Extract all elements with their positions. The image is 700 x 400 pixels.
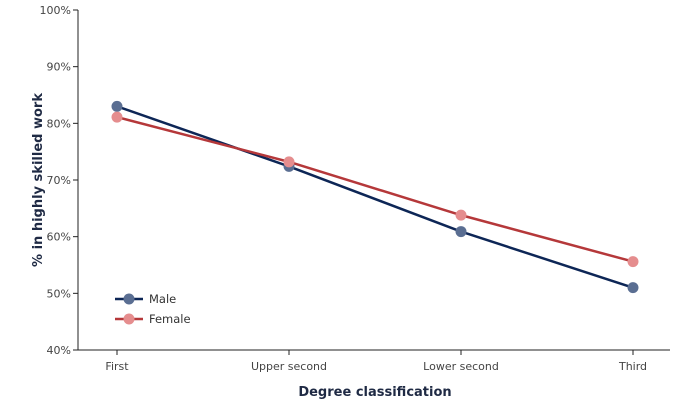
y-axis-title: % in highly skilled work bbox=[31, 93, 46, 267]
y-tick-label: 60% bbox=[47, 231, 71, 244]
y-tick-label: 40% bbox=[47, 344, 71, 357]
series-layer bbox=[111, 100, 639, 294]
legend: Male Female bbox=[115, 292, 191, 326]
x-tick-label: Lower second bbox=[423, 360, 499, 373]
y-tick-label: 100% bbox=[40, 4, 71, 17]
legend-item-male: Male bbox=[115, 292, 176, 306]
y-ticks: 40% 50% 60% 70% 80% 90% 100% bbox=[40, 4, 78, 357]
legend-label: Female bbox=[149, 312, 191, 326]
series-line-male bbox=[116, 105, 634, 289]
legend-item-female: Female bbox=[115, 312, 191, 326]
x-ticks: First Upper second Lower second Third bbox=[105, 350, 647, 373]
y-tick-label: 80% bbox=[47, 117, 71, 130]
data-point-male bbox=[111, 100, 123, 112]
data-point-female bbox=[111, 111, 123, 123]
y-tick-label: 90% bbox=[47, 61, 71, 74]
legend-marker-swatch bbox=[123, 293, 135, 305]
data-point-female bbox=[455, 209, 467, 221]
data-point-female bbox=[627, 256, 639, 268]
y-tick-label: 50% bbox=[47, 287, 71, 300]
data-point-male bbox=[455, 226, 467, 238]
legend-label: Male bbox=[149, 292, 176, 306]
y-tick-label: 70% bbox=[47, 174, 71, 187]
x-tick-label: Upper second bbox=[251, 360, 327, 373]
x-tick-label: First bbox=[105, 360, 129, 373]
data-point-female bbox=[283, 156, 295, 168]
x-axis-title: Degree classification bbox=[298, 385, 451, 400]
legend-marker-swatch bbox=[123, 313, 135, 325]
series-line-female bbox=[116, 115, 634, 263]
x-tick-label: Third bbox=[618, 360, 647, 373]
data-point-male bbox=[627, 282, 639, 294]
